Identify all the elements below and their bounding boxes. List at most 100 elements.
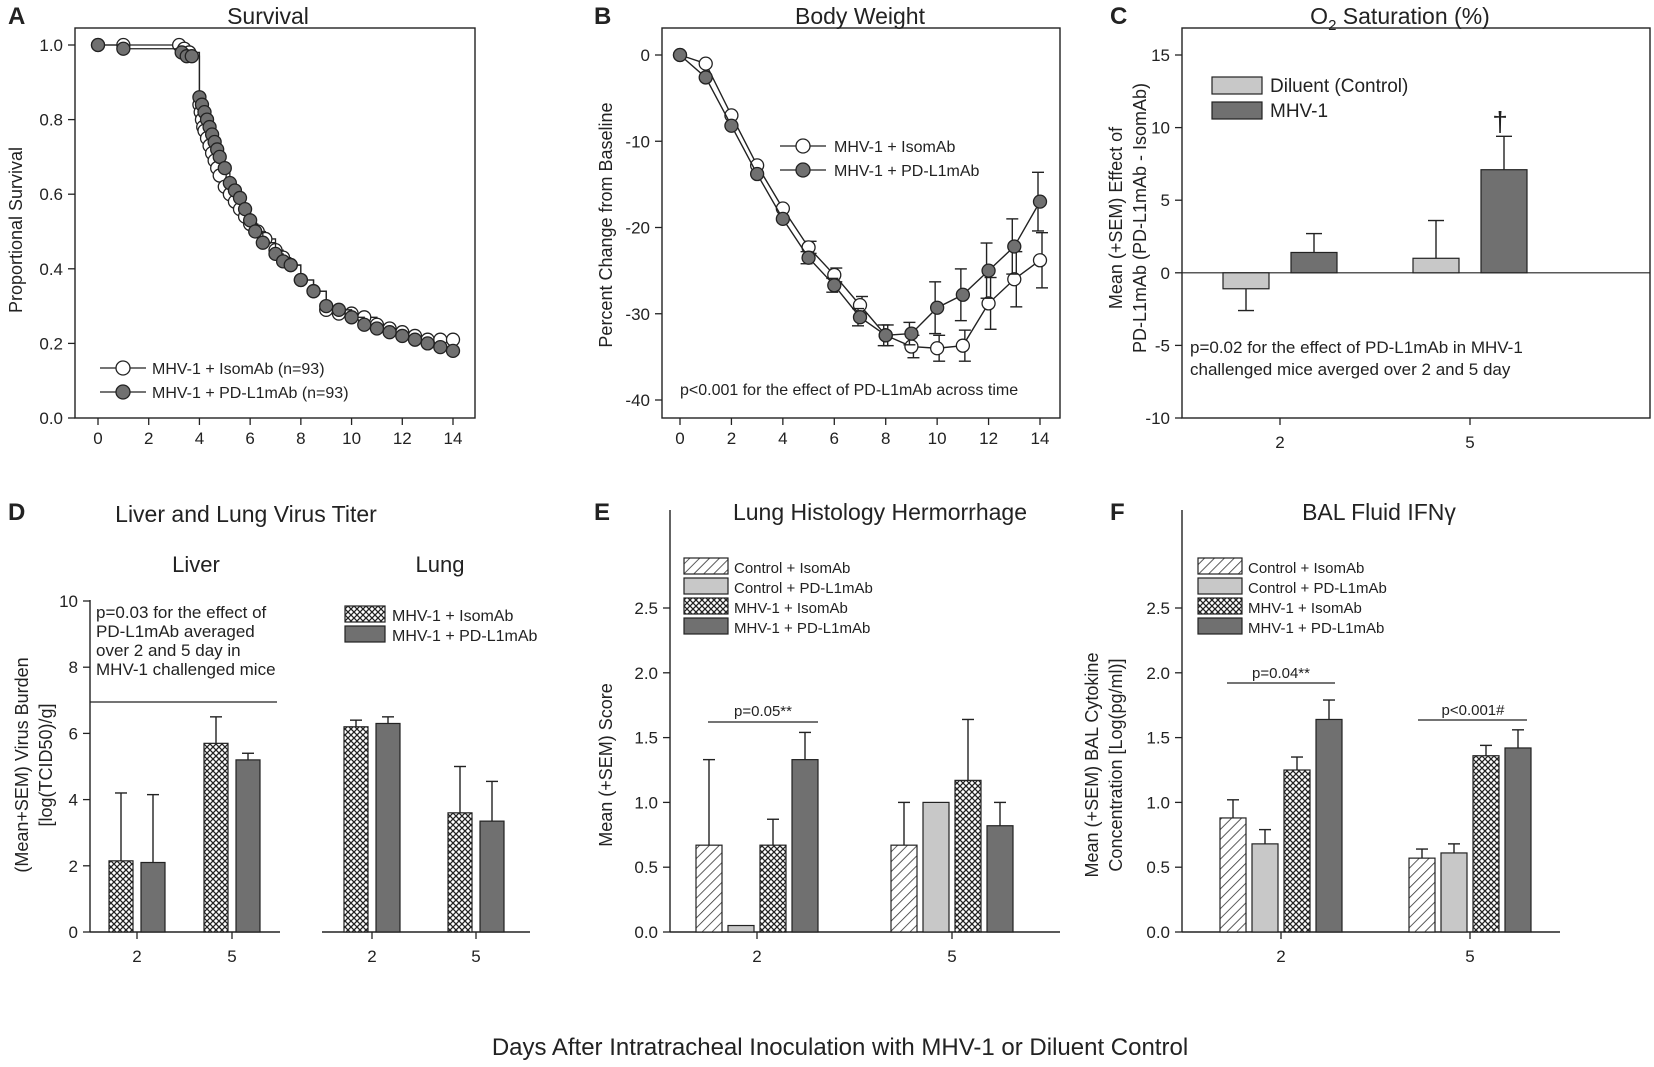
data-point bbox=[852, 297, 868, 313]
subtitle-lung: Lung bbox=[416, 552, 465, 577]
panel-letter: D bbox=[8, 499, 25, 526]
plot-area bbox=[661, 27, 1061, 419]
panel-title: Lung Histology Hermorrhage bbox=[733, 499, 1027, 525]
data-point bbox=[331, 302, 347, 317]
data-point bbox=[878, 328, 893, 343]
legend-marker bbox=[795, 162, 811, 178]
annotation-line: MHV-1 challenged mice bbox=[96, 660, 276, 679]
legend-swatch bbox=[1197, 617, 1243, 635]
x-tick-label: 2 bbox=[1276, 947, 1285, 966]
y-tick-label: 0.0 bbox=[39, 409, 63, 428]
legend-marker bbox=[115, 360, 131, 376]
x-tick-label: 0 bbox=[675, 429, 684, 448]
y-tick-label: -5 bbox=[1155, 336, 1170, 355]
y-tick-label: 0.0 bbox=[1146, 923, 1170, 942]
bar bbox=[1315, 718, 1343, 933]
data-point bbox=[1007, 239, 1022, 254]
y-tick-label: 0.8 bbox=[39, 111, 63, 130]
y-tick-label: 2 bbox=[69, 857, 78, 876]
panel-title: BAL Fluid IFNγ bbox=[1302, 499, 1456, 525]
legend-swatch bbox=[1197, 577, 1243, 595]
data-point bbox=[955, 338, 971, 353]
legend-swatch bbox=[1211, 101, 1263, 120]
x-tick-label: 6 bbox=[245, 429, 254, 448]
bar bbox=[375, 722, 401, 933]
y-tick-label: 0.5 bbox=[634, 858, 658, 877]
panel-letter: B bbox=[594, 3, 611, 30]
data-point bbox=[801, 250, 816, 265]
data-point bbox=[369, 321, 385, 336]
data-point bbox=[217, 160, 232, 176]
y-axis-label-line2: Concentration [Log(pg/ml)] bbox=[1106, 658, 1126, 871]
bar bbox=[1283, 769, 1311, 933]
data-point bbox=[116, 41, 131, 56]
x-tick-label: 4 bbox=[195, 429, 204, 448]
y-axis-label-line2: [log(TCID50)/g] bbox=[36, 703, 56, 826]
panel-d: D Liver and Lung Virus Titer Liver Lung (Mea… bbox=[8, 499, 537, 966]
y-tick-label: 0.4 bbox=[39, 260, 63, 279]
data-point bbox=[955, 287, 971, 302]
bar bbox=[479, 820, 505, 933]
data-point bbox=[319, 298, 334, 314]
legend-swatch bbox=[1211, 76, 1263, 95]
panel-letter: C bbox=[1110, 3, 1127, 30]
bar bbox=[235, 759, 261, 933]
y-tick-label: -30 bbox=[625, 305, 650, 324]
panel-title: O2 Saturation (%) bbox=[1310, 3, 1490, 34]
plot-area bbox=[1181, 27, 1651, 419]
data-point bbox=[749, 166, 765, 182]
x-tick-label: 4 bbox=[778, 429, 787, 448]
annotation-line1: p=0.02 for the effect of PD-L1mAb in MHV… bbox=[1190, 338, 1523, 357]
x-tick-label: 2 bbox=[367, 947, 376, 966]
y-tick-label: 5 bbox=[1161, 191, 1170, 210]
y-tick-label: 6 bbox=[69, 724, 78, 743]
panel-letter: F bbox=[1110, 499, 1125, 526]
legend-label: MHV-1 + PD-L1mAb bbox=[834, 163, 979, 180]
y-axis-label-line2: PD-L1mAb (PD-L1mAb - IsomAb) bbox=[1130, 83, 1150, 353]
y-axis-label-line1: Mean (+SEM) Effect of bbox=[1106, 126, 1126, 309]
data-point bbox=[395, 328, 410, 344]
x-tick-label: 12 bbox=[393, 429, 412, 448]
legend-label: MHV-1 + IsomAb (n=93) bbox=[152, 361, 325, 378]
x-tick-label: 14 bbox=[444, 429, 463, 448]
x-tick-label: 5 bbox=[1465, 433, 1474, 452]
y-tick-label: 1.5 bbox=[1146, 729, 1170, 748]
legend-label: MHV-1 + PD-L1mAb (n=93) bbox=[152, 385, 349, 402]
legend-label: MHV-1 + IsomAb bbox=[1248, 600, 1362, 617]
subtitle-liver: Liver bbox=[172, 552, 220, 577]
data-point bbox=[904, 326, 919, 341]
legend-label: MHV-1 + IsomAb bbox=[834, 139, 955, 156]
y-tick-label: 1.5 bbox=[634, 729, 658, 748]
y-tick-label: 2.5 bbox=[1146, 599, 1170, 618]
bar bbox=[727, 924, 755, 933]
bar bbox=[890, 844, 918, 933]
panel-a: A Survival Proportional Survival 0.0 0.2 0.4 0… bbox=[6, 3, 476, 448]
y-axis-label-line1: (Mean+SEM) Virus Burden bbox=[12, 657, 32, 872]
data-point bbox=[852, 310, 868, 325]
legend-label: Control + IsomAb bbox=[1248, 560, 1364, 577]
y-tick-label: 1.0 bbox=[39, 36, 63, 55]
x-tick-label: 5 bbox=[1465, 947, 1474, 966]
legend-label: Diluent (Control) bbox=[1270, 76, 1408, 97]
data-point bbox=[283, 257, 298, 273]
data-point bbox=[407, 332, 423, 347]
x-tick-label: 2 bbox=[752, 947, 761, 966]
data-point bbox=[357, 317, 372, 332]
bar bbox=[1219, 817, 1247, 933]
bar bbox=[343, 726, 369, 933]
legend-swatch bbox=[683, 617, 729, 635]
bar bbox=[1408, 857, 1436, 933]
data-point bbox=[1007, 272, 1022, 287]
data-point bbox=[981, 296, 996, 311]
y-tick-label: 4 bbox=[69, 791, 78, 810]
y-tick-label: -10 bbox=[1145, 409, 1170, 428]
y-tick-label: 0.0 bbox=[634, 923, 658, 942]
legend-swatch bbox=[344, 605, 386, 623]
bar bbox=[986, 825, 1014, 933]
y-axis-label: Percent Change from Baseline bbox=[596, 102, 616, 347]
data-point bbox=[1032, 253, 1048, 268]
y-tick-label: 2.5 bbox=[634, 599, 658, 618]
annotation-line: over 2 and 5 day in bbox=[96, 641, 241, 660]
data-point bbox=[827, 278, 842, 293]
